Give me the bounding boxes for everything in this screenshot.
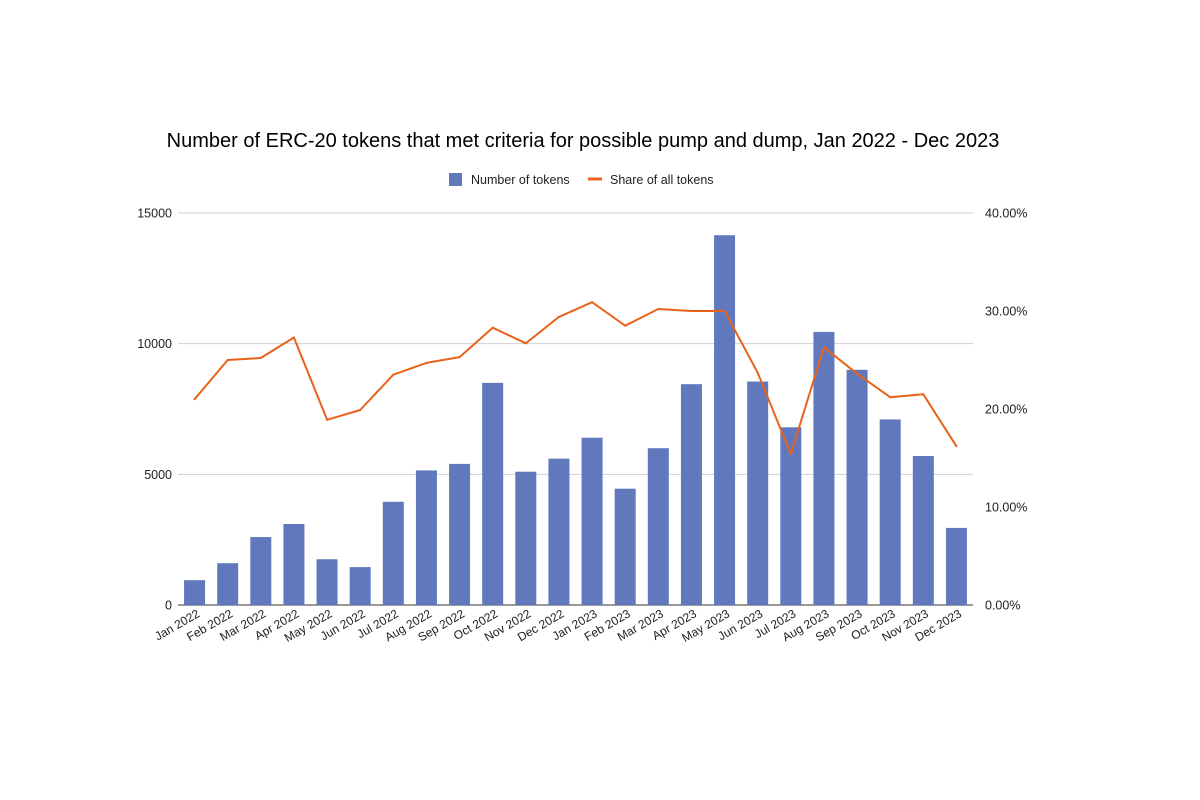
- right-axis-tick-label: 30.00%: [985, 305, 1027, 319]
- bars: [184, 235, 967, 606]
- point-share-of-all-tokens: [524, 342, 527, 345]
- bar-number-of-tokens: [184, 580, 206, 605]
- point-share-of-all-tokens: [756, 371, 759, 374]
- bar-number-of-tokens: [415, 470, 437, 605]
- point-share-of-all-tokens: [226, 359, 229, 361]
- chart-title: Number of ERC-20 tokens that met criteri…: [167, 130, 1000, 152]
- point-share-of-all-tokens: [557, 315, 560, 318]
- line-share-of-all-tokens: [193, 301, 958, 456]
- point-share-of-all-tokens: [458, 356, 461, 359]
- right-axis-tick-label: 20.00%: [985, 403, 1027, 417]
- point-share-of-all-tokens: [789, 453, 792, 456]
- point-share-of-all-tokens: [193, 398, 196, 401]
- point-share-of-all-tokens: [591, 301, 594, 304]
- left-axis-tick-label: 0: [165, 599, 172, 613]
- bar-number-of-tokens: [813, 331, 835, 605]
- bar-number-of-tokens: [382, 501, 404, 605]
- point-share-of-all-tokens: [955, 445, 958, 448]
- point-share-of-all-tokens: [822, 346, 825, 349]
- bar-number-of-tokens: [349, 567, 371, 605]
- bar-number-of-tokens: [217, 563, 239, 605]
- right-axis-tick-label: 10.00%: [985, 501, 1027, 515]
- point-share-of-all-tokens: [856, 372, 859, 375]
- bar-number-of-tokens: [747, 381, 769, 605]
- point-share-of-all-tokens: [392, 373, 395, 376]
- legend-label-number-of-tokens: Number of tokens: [471, 173, 570, 187]
- bar-number-of-tokens: [945, 527, 967, 605]
- bar-number-of-tokens: [680, 384, 702, 605]
- legend-swatch-number-of-tokens: [449, 173, 462, 186]
- legend: Number of tokens Share of all tokens: [449, 173, 714, 187]
- bar-number-of-tokens: [316, 559, 338, 605]
- point-share-of-all-tokens: [491, 326, 494, 329]
- left-axis-tick-label: 10000: [137, 337, 172, 351]
- point-share-of-all-tokens: [292, 336, 295, 339]
- right-axis: 0.00% 10.00% 20.00% 30.00% 40.00%: [985, 207, 1027, 613]
- left-axis: 0 5000 10000 15000: [137, 207, 172, 613]
- bar-number-of-tokens: [879, 419, 901, 605]
- bar-number-of-tokens: [846, 369, 868, 605]
- bar-number-of-tokens: [647, 448, 669, 605]
- point-share-of-all-tokens: [690, 310, 693, 312]
- point-share-of-all-tokens: [359, 408, 362, 411]
- bar-number-of-tokens: [614, 488, 636, 605]
- share-line-layer: [193, 301, 958, 456]
- bar-number-of-tokens: [581, 437, 603, 605]
- bar-number-of-tokens: [515, 471, 537, 605]
- point-share-of-all-tokens: [889, 396, 892, 399]
- bar-number-of-tokens: [548, 458, 570, 605]
- point-share-of-all-tokens: [922, 393, 925, 396]
- left-axis-tick-label: 15000: [137, 207, 172, 221]
- bar-number-of-tokens: [283, 523, 305, 605]
- bar-number-of-tokens: [912, 456, 934, 605]
- bar-number-of-tokens: [780, 427, 802, 605]
- bar-number-of-tokens: [714, 235, 736, 606]
- bar-number-of-tokens: [482, 382, 504, 605]
- bar-number-of-tokens: [250, 537, 272, 605]
- point-share-of-all-tokens: [723, 310, 726, 312]
- legend-label-share-of-all-tokens: Share of all tokens: [610, 173, 714, 187]
- point-share-of-all-tokens: [657, 308, 660, 311]
- point-share-of-all-tokens: [259, 357, 262, 360]
- right-axis-tick-label: 0.00%: [985, 599, 1020, 613]
- point-share-of-all-tokens: [425, 361, 428, 364]
- left-axis-tick-label: 5000: [144, 468, 172, 482]
- legend-swatch-share-of-all-tokens: [588, 177, 602, 181]
- right-axis-tick-label: 40.00%: [985, 207, 1027, 221]
- point-share-of-all-tokens: [326, 418, 329, 421]
- gridlines: [178, 212, 973, 606]
- bar-number-of-tokens: [449, 463, 471, 605]
- point-share-of-all-tokens: [624, 324, 627, 327]
